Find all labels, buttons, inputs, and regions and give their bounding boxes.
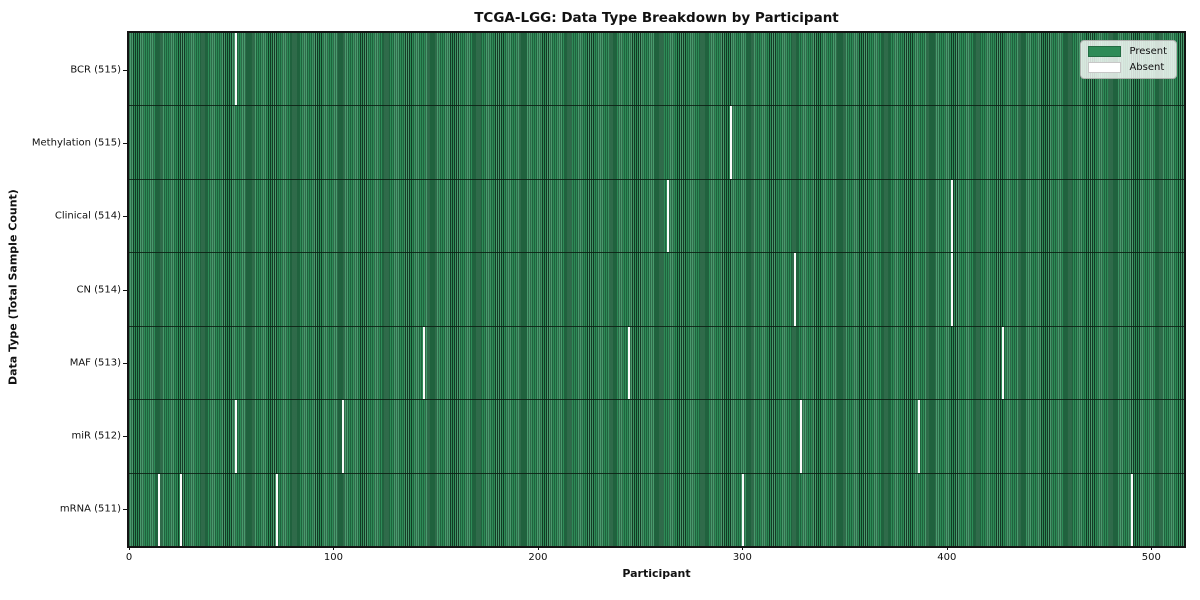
legend-label: Present <box>1129 46 1167 57</box>
row-methylation <box>129 105 1184 179</box>
absent-mark <box>341 400 344 473</box>
ytick-label-clinical: Clinical (514) <box>54 210 121 222</box>
ytick-mark <box>123 69 127 71</box>
xtick-label-100: 100 <box>323 552 343 563</box>
legend-label: Absent <box>1129 62 1165 73</box>
ytick-label-mrna: mRNA (511) <box>59 503 121 515</box>
row-mrna <box>129 472 1184 546</box>
ytick-label-bcr: BCR (515) <box>70 64 121 76</box>
absent-mark <box>157 473 160 546</box>
absent-mark <box>918 400 921 473</box>
legend-item-absent: Absent <box>1088 62 1167 73</box>
xtick-label-0: 0 <box>125 552 133 563</box>
xtick-label-200: 200 <box>528 552 548 563</box>
xtick-label-400: 400 <box>937 552 957 563</box>
absent-mark <box>950 179 953 253</box>
absent-mark <box>1130 473 1133 546</box>
ytick-mark <box>123 142 127 144</box>
ytick-mark <box>123 362 127 364</box>
absent-mark <box>627 326 630 400</box>
ytick-mark <box>123 509 127 511</box>
row-mir <box>129 399 1184 473</box>
absent-mark <box>950 253 953 326</box>
absent-mark <box>742 473 745 546</box>
absent-mark <box>235 33 238 106</box>
legend-item-present: Present <box>1088 46 1167 57</box>
ytick-label-methylation: Methylation (515) <box>31 137 121 149</box>
xtick-mark <box>1151 546 1153 550</box>
plot-area: Present Absent <box>127 31 1186 548</box>
xtick-mark <box>537 546 539 550</box>
row-cn <box>129 252 1184 326</box>
ytick-mark <box>123 216 127 218</box>
xtick-mark <box>742 546 744 550</box>
row-bcr <box>129 33 1184 106</box>
xtick-mark <box>946 546 948 550</box>
xtick-mark <box>129 546 130 550</box>
xtick-mark <box>333 546 335 550</box>
ytick-label-maf: MAF (513) <box>69 357 121 369</box>
ytick-mark <box>123 436 127 438</box>
legend-swatch-absent <box>1088 62 1122 73</box>
absent-mark <box>799 400 802 473</box>
absent-mark <box>793 253 796 326</box>
row-clinical <box>129 178 1184 253</box>
absent-mark <box>730 106 733 179</box>
absent-mark <box>423 326 426 400</box>
legend: Present Absent <box>1080 40 1177 79</box>
absent-mark <box>276 473 279 546</box>
ytick-label-cn: CN (514) <box>76 284 121 295</box>
ytick-mark <box>123 289 127 291</box>
absent-mark <box>666 179 669 253</box>
legend-swatch-present <box>1088 46 1122 57</box>
xtick-label-300: 300 <box>732 552 752 563</box>
chart-title: TCGA-LGG: Data Type Breakdown by Partici… <box>474 10 839 26</box>
x-axis-label: Participant <box>622 567 691 580</box>
xtick-label-500: 500 <box>1141 552 1161 563</box>
ytick-label-mir: miR (512) <box>71 430 121 442</box>
absent-mark <box>1002 326 1004 400</box>
absent-mark <box>235 400 238 473</box>
row-maf <box>129 325 1184 400</box>
absent-mark <box>180 473 183 546</box>
